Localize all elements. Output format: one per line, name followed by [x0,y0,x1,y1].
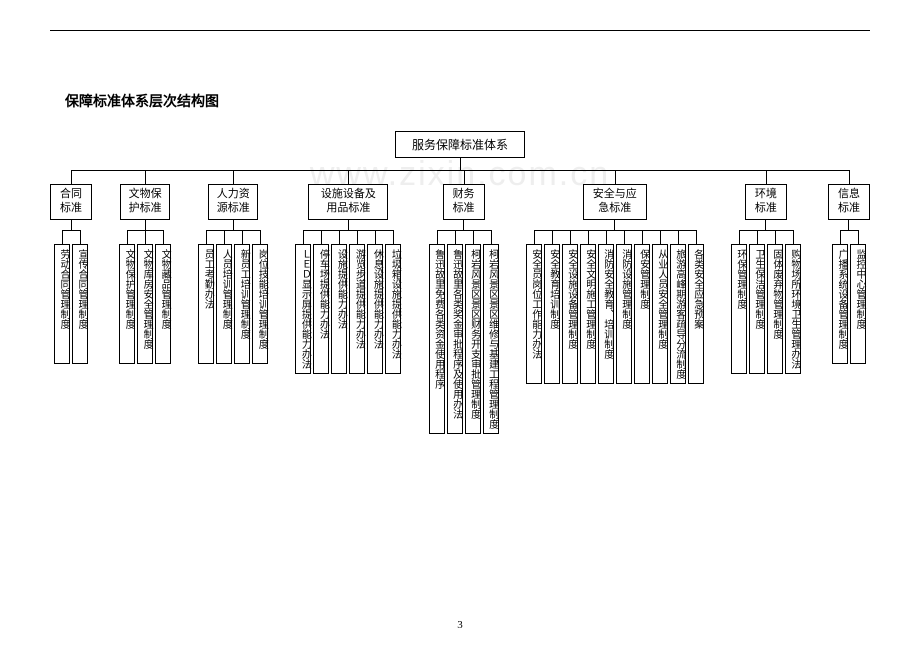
leaf-node: 监控中心管理制度 [850,244,866,364]
leaf-row: ＬＥＤ显示屏提供能力办法停车场提供能力办法设施提供能力办法游览步道提供能力办法休… [295,244,401,374]
header-rule [50,30,870,31]
leaf-row: 环保管理制度卫生保洁管理制度固体废弃物管理制度购物场所环境卫生管理办法 [731,244,801,374]
category-group: 文物保护标准文物保护管理制度文物库房安全管理制度文物藏品管理制度 [119,184,171,434]
category-box: 人力资源标准 [208,184,258,220]
category-box: 财务标准 [443,184,485,220]
leaf-row: 安全员岗位工作能力办法安全教育培训制度安全设施设备管理制度安全文明施工管理制度消… [526,244,704,384]
category-group: 财务标准鲁迅故里免费各类资金使用程序鲁迅故里各类奖金审批程序及使用办法柯岩风景区… [429,184,499,434]
leaf-node: 安全文明施工管理制度 [580,244,596,384]
connector-v [145,220,146,230]
diagram-title: 保障标准体系层次结构图 [65,91,870,111]
leaf-node: 安全教育培训制度 [544,244,560,384]
leaf-node: 从业人员安全管理制度 [652,244,668,384]
l2-connector [54,230,88,244]
leaf-node: 员工考勤办法 [198,244,214,364]
leaf-node: 环保管理制度 [731,244,747,374]
root-node: 服务保障标准体系 [395,131,525,158]
leaf-node: 固体废弃物管理制度 [767,244,783,374]
connector-v [848,220,849,230]
leaf-node: 文物保护管理制度 [119,244,135,364]
leaf-node: 旅游高峰期游客疏导分流制度 [670,244,686,384]
leaf-node: 宣传合同管理制度 [72,244,88,364]
leaf-node: 人员培训管理制度 [216,244,232,364]
category-group: 安全与应急标准安全员岗位工作能力办法安全教育培训制度安全设施设备管理制度安全文明… [526,184,704,434]
leaf-node: 购物场所环境卫生管理办法 [785,244,801,374]
l2-connector [119,230,171,244]
leaf-node: 各类安全应急预案 [688,244,704,384]
category-group: 设施设备及用品标准 ＬＥＤ显示屏提供能力办法停车场提供能力办法设施提供能力办法游览… [295,184,401,434]
leaf-node: 消防安全教育、培训制度 [598,244,614,384]
level1-row: 合同标准劳动合同管理制度宣传合同管理制度文物保护标准文物保护管理制度文物库房安全… [50,184,870,434]
leaf-node: 卫生保洁管理制度 [749,244,765,374]
leaf-row: 劳动合同管理制度宣传合同管理制度 [54,244,88,364]
leaf-node: ＬＥＤ显示屏提供能力办法 [295,244,311,374]
leaf-row: 鲁迅故里免费各类资金使用程序鲁迅故里各类奖金审批程序及使用办法柯岩风景区景区财务… [429,244,499,434]
connector-v [614,220,615,230]
connector-v [463,220,464,230]
category-group: 信息标准广播系统设备管理制度监控中心管理制度 [828,184,870,434]
leaf-node: 设施提供能力办法 [331,244,347,374]
leaf-node: 安全员岗位工作能力办法 [526,244,542,384]
root-connector [460,158,461,170]
leaf-node: 消防设施管理制度 [616,244,632,384]
l2-connector [295,230,401,244]
leaf-node: 鲁迅故里免费各类资金使用程序 [429,244,445,434]
l2-connector [198,230,268,244]
category-box: 合同标准 [50,184,92,220]
category-box: 环境标准 [745,184,787,220]
l2-connector [832,230,866,244]
leaf-node: 柯岩风景区景区财务开支审批管理制度 [465,244,481,434]
leaf-node: 岗位技能培训管理制度 [252,244,268,364]
l2-connector [429,230,499,244]
leaf-node: 文物库房安全管理制度 [137,244,153,364]
connector-v [71,220,72,230]
leaf-node: 游览步道提供能力办法 [349,244,365,374]
category-group: 合同标准劳动合同管理制度宣传合同管理制度 [50,184,92,434]
connector-v [348,220,349,230]
category-box: 文物保护标准 [120,184,170,220]
leaf-node: 停车场提供能力办法 [313,244,329,374]
category-group: 人力资源标准员工考勤办法人员培训管理制度新员工培训管理制度岗位技能培训管理制度 [198,184,268,434]
leaf-node: 柯岩风景区景区维修与基建工程管理制度 [483,244,499,434]
level1-connectors [50,170,870,184]
l2-connector [526,230,704,244]
leaf-node: 劳动合同管理制度 [54,244,70,364]
category-group: 环境标准环保管理制度卫生保洁管理制度固体废弃物管理制度购物场所环境卫生管理办法 [731,184,801,434]
leaf-row: 员工考勤办法人员培训管理制度新员工培训管理制度岗位技能培训管理制度 [198,244,268,364]
leaf-node: 新员工培训管理制度 [234,244,250,364]
l2-connector [731,230,801,244]
category-box: 信息标准 [828,184,870,220]
connector-v [233,220,234,230]
page-number: 3 [0,619,920,631]
leaf-node: 广播系统设备管理制度 [832,244,848,364]
leaf-node: 鲁迅故里各类奖金审批程序及使用办法 [447,244,463,434]
leaf-node: 保安管理制度 [634,244,650,384]
leaf-node: 休息设施提供能力办法 [367,244,383,374]
connector-v [765,220,766,230]
leaf-node: 安全设施设备管理制度 [562,244,578,384]
leaf-row: 文物保护管理制度文物库房安全管理制度文物藏品管理制度 [119,244,171,364]
category-box: 设施设备及用品标准 [308,184,388,220]
category-box: 安全与应急标准 [583,184,647,220]
leaf-node: 垃圾箱设施提供能力办法 [385,244,401,374]
leaf-node: 文物藏品管理制度 [155,244,171,364]
leaf-row: 广播系统设备管理制度监控中心管理制度 [832,244,866,364]
org-diagram: 服务保障标准体系 合同标准劳动合同管理制度宣传合同管理制度文物保护标准文物保护管… [50,131,870,434]
